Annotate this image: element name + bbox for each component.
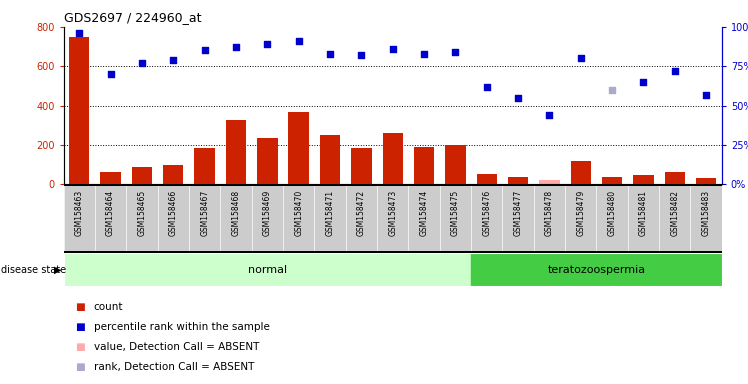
Bar	[194, 148, 215, 184]
Bar	[534, 184, 565, 252]
Bar	[634, 175, 654, 184]
Text: GSM158468: GSM158468	[231, 190, 240, 236]
Bar	[95, 184, 126, 252]
Text: GSM158472: GSM158472	[357, 190, 366, 236]
Bar	[602, 177, 622, 184]
Text: GSM158466: GSM158466	[169, 190, 178, 236]
Point	[637, 79, 649, 85]
Point	[512, 95, 524, 101]
Bar	[320, 135, 340, 184]
Point	[700, 91, 712, 98]
Point	[481, 84, 493, 90]
Bar	[69, 37, 90, 184]
Bar	[100, 172, 120, 184]
Point	[105, 71, 117, 77]
Text: rank, Detection Call = ABSENT: rank, Detection Call = ABSENT	[94, 362, 254, 372]
Point	[73, 30, 85, 36]
Point	[261, 41, 273, 47]
Bar	[440, 184, 471, 252]
Text: value, Detection Call = ABSENT: value, Detection Call = ABSENT	[94, 342, 259, 352]
Text: GSM158483: GSM158483	[702, 190, 711, 236]
Bar	[690, 184, 722, 252]
Point	[418, 51, 430, 57]
Bar	[445, 145, 465, 184]
Text: GSM158464: GSM158464	[106, 190, 115, 236]
Bar	[659, 184, 690, 252]
Bar	[314, 184, 346, 252]
Bar	[508, 177, 528, 184]
Bar	[471, 184, 503, 252]
Bar	[596, 184, 628, 252]
Point	[355, 52, 367, 58]
Text: ▶: ▶	[54, 265, 61, 275]
Point	[168, 57, 180, 63]
Bar	[251, 184, 283, 252]
Bar	[64, 184, 95, 252]
Bar	[289, 113, 309, 184]
Bar	[471, 253, 722, 286]
Text: GSM158463: GSM158463	[75, 190, 84, 236]
Point	[450, 49, 462, 55]
Text: GSM158479: GSM158479	[576, 190, 585, 236]
Text: GSM158482: GSM158482	[670, 190, 679, 236]
Text: ■: ■	[75, 342, 85, 352]
Point	[292, 38, 304, 44]
Text: GSM158477: GSM158477	[514, 190, 523, 236]
Point	[574, 55, 586, 61]
Bar	[257, 138, 278, 184]
Point	[199, 47, 211, 53]
Bar	[382, 133, 403, 184]
Bar	[565, 184, 596, 252]
Text: disease state: disease state	[1, 265, 67, 275]
Bar	[189, 184, 221, 252]
Bar	[226, 120, 246, 184]
Point	[136, 60, 148, 66]
Text: GSM158474: GSM158474	[420, 190, 429, 236]
Text: GSM158465: GSM158465	[138, 190, 147, 236]
Point	[324, 51, 336, 57]
Bar	[163, 165, 183, 184]
Text: GSM158476: GSM158476	[482, 190, 491, 236]
Text: GSM158469: GSM158469	[263, 190, 272, 236]
Bar	[571, 161, 591, 184]
Point	[606, 87, 618, 93]
Point	[544, 112, 556, 118]
Text: GSM158467: GSM158467	[200, 190, 209, 236]
Bar	[126, 184, 158, 252]
Text: GSM158481: GSM158481	[639, 190, 648, 236]
Text: GDS2697 / 224960_at: GDS2697 / 224960_at	[64, 11, 201, 24]
Text: percentile rank within the sample: percentile rank within the sample	[94, 322, 269, 332]
Text: teratozoospermia: teratozoospermia	[548, 265, 646, 275]
Bar	[503, 184, 534, 252]
Text: GSM158471: GSM158471	[325, 190, 334, 236]
Text: normal: normal	[248, 265, 287, 275]
Bar	[696, 178, 717, 184]
Text: GSM158478: GSM158478	[545, 190, 554, 236]
Bar	[665, 172, 685, 184]
Text: count: count	[94, 302, 123, 312]
Text: ■: ■	[75, 322, 85, 332]
Text: ■: ■	[75, 302, 85, 312]
Point	[669, 68, 681, 74]
Bar	[64, 253, 471, 286]
Bar	[476, 174, 497, 184]
Text: GSM158480: GSM158480	[607, 190, 616, 236]
Bar	[414, 147, 435, 184]
Bar	[221, 184, 251, 252]
Bar	[628, 184, 659, 252]
Text: ■: ■	[75, 362, 85, 372]
Bar	[132, 167, 152, 184]
Point	[230, 44, 242, 50]
Bar	[283, 184, 314, 252]
Bar	[158, 184, 189, 252]
Text: GSM158475: GSM158475	[451, 190, 460, 236]
Bar	[377, 184, 408, 252]
Bar	[539, 180, 560, 184]
Bar	[346, 184, 377, 252]
Point	[387, 46, 399, 52]
Text: GSM158473: GSM158473	[388, 190, 397, 236]
Bar	[351, 148, 372, 184]
Text: GSM158470: GSM158470	[294, 190, 303, 236]
Bar	[408, 184, 440, 252]
